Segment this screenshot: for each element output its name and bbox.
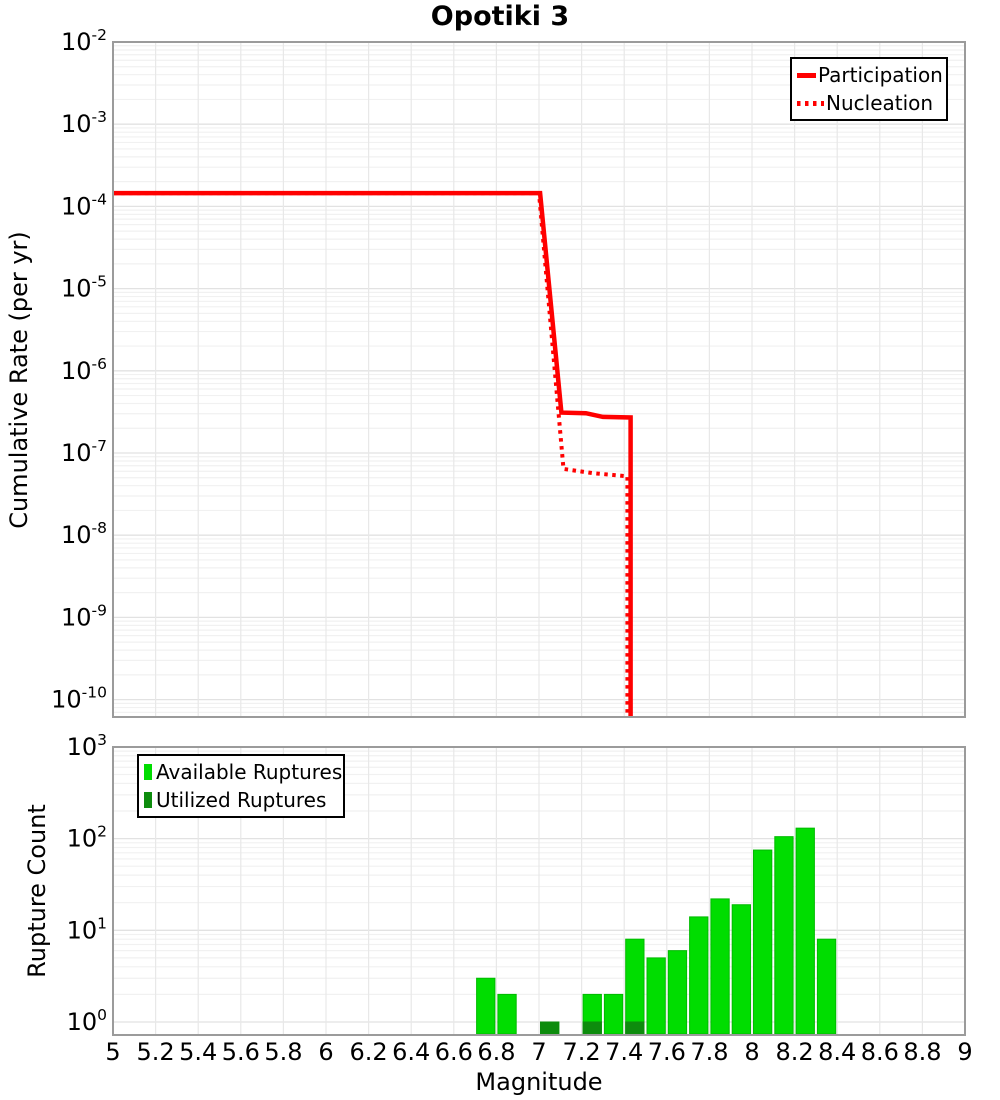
available-bar [816, 938, 837, 1035]
y-tick-label: 10-10 [51, 684, 107, 714]
x-tick-label: 6.4 [392, 1038, 430, 1066]
available-bar [603, 993, 624, 1035]
available-bar [667, 950, 688, 1035]
y-tick-label: 10-9 [61, 601, 107, 631]
y-tick-label: 102 [67, 823, 107, 853]
available-bar [689, 916, 709, 1035]
x-tick-label: 8.6 [861, 1038, 899, 1066]
x-tick-label: 8.4 [818, 1038, 856, 1066]
y-tick-label: 10-2 [61, 26, 107, 56]
utilized-bar [582, 1021, 602, 1035]
utilized-bar [625, 1021, 645, 1035]
x-tick-label: 5.8 [264, 1038, 302, 1066]
participation-line [113, 190, 633, 717]
chart-title: Opotiki 3 [430, 1, 570, 32]
x-tick-label: 5.2 [137, 1038, 175, 1066]
available-bar [753, 849, 773, 1035]
utilized-ruptures-swatch-icon [144, 792, 152, 808]
y-tick-label: 10-4 [61, 190, 107, 220]
nucleation-line-sample-icon [797, 100, 824, 106]
x-tick-label: 7.8 [690, 1038, 728, 1066]
available-bar [774, 836, 794, 1035]
available-bar [625, 938, 645, 1035]
x-tick-label: 6.8 [477, 1038, 515, 1066]
y-tick-label: 10-3 [61, 108, 107, 138]
y-tick-label: 100 [67, 1006, 107, 1036]
panel-frame [112, 746, 966, 1036]
legend-row-participation: Participation [797, 61, 943, 89]
available-bar [646, 957, 666, 1035]
rupture-legend: Available Ruptures Utilized Ruptures [137, 754, 345, 818]
x-tick-label: 5 [105, 1038, 120, 1066]
y-tick-label: 101 [67, 914, 107, 944]
participation-line-sample-icon [797, 72, 816, 78]
available-ruptures-legend-label: Available Ruptures [156, 760, 343, 784]
available-bar [795, 827, 815, 1035]
nucleation-legend-label: Nucleation [826, 91, 934, 115]
y-tick-label: 10-5 [61, 273, 107, 303]
x-tick-label: 6 [318, 1038, 333, 1066]
legend-row-nucleation: Nucleation [797, 89, 941, 117]
x-tick-label: 8 [744, 1038, 759, 1066]
utilized-ruptures-legend-label: Utilized Ruptures [156, 788, 327, 812]
x-tick-label: 7.4 [605, 1038, 643, 1066]
x-tick-label: 5.6 [222, 1038, 260, 1066]
x-tick-label: 5.4 [179, 1038, 217, 1066]
x-tick-label: 8.2 [776, 1038, 814, 1066]
available-bar [710, 898, 730, 1035]
y-tick-label: 10-6 [61, 355, 107, 385]
x-tick-label: 6.6 [435, 1038, 473, 1066]
y-tick-label: 103 [67, 731, 107, 761]
legend-row-utilized: Utilized Ruptures [144, 786, 338, 814]
x-tick-label: 9 [957, 1038, 972, 1066]
legend-row-available: Available Ruptures [144, 758, 342, 786]
panel-frame [112, 41, 966, 718]
bottom-y-axis-label: Rupture Count [23, 804, 51, 978]
available-ruptures-swatch-icon [144, 764, 152, 780]
y-tick-label: 10-7 [61, 437, 107, 467]
available-bar [497, 993, 517, 1035]
rate-legend: Participation Nucleation [790, 57, 948, 121]
top-y-axis-label: Cumulative Rate (per yr) [5, 231, 33, 529]
x-tick-label: 6.2 [350, 1038, 388, 1066]
x-tick-label: 7 [531, 1038, 546, 1066]
available-bar [731, 904, 752, 1035]
y-tick-label: 10-8 [61, 519, 107, 549]
x-tick-label: 7.6 [648, 1038, 686, 1066]
x-tick-label: 8.8 [903, 1038, 941, 1066]
available-bar [476, 977, 496, 1035]
participation-legend-label: Participation [818, 63, 943, 87]
x-tick-label: 7.2 [563, 1038, 601, 1066]
nucleation-line [113, 191, 630, 717]
x-axis-label: Magnitude [475, 1068, 603, 1096]
utilized-bar [540, 1021, 560, 1035]
